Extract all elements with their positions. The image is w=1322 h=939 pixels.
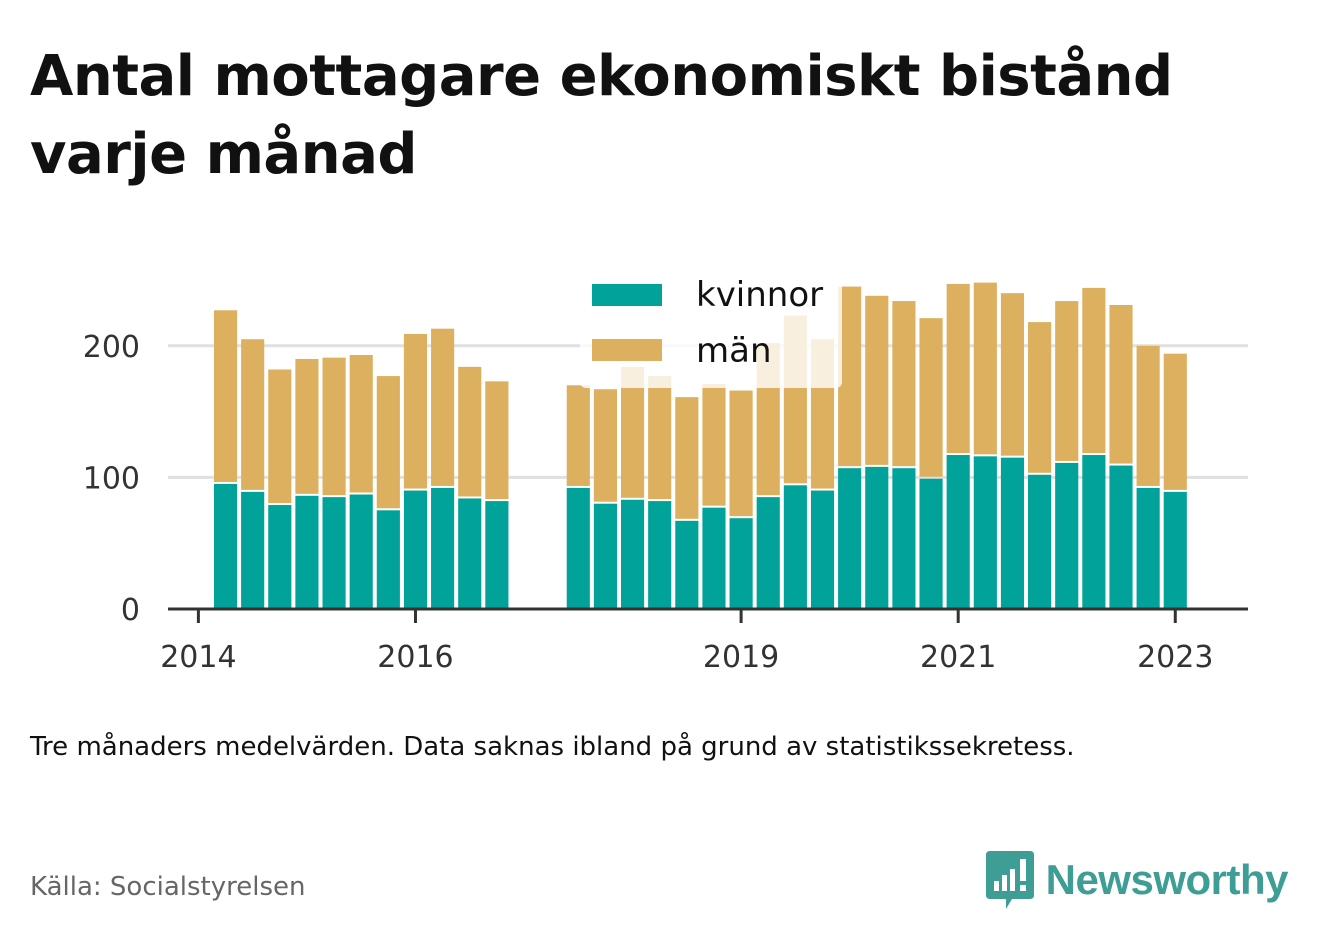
chart-note: Tre månaders medelvärden. Data saknas ib… xyxy=(30,732,1075,762)
legend-swatch-man xyxy=(592,339,662,361)
bar-man xyxy=(946,283,970,454)
bar-man xyxy=(458,366,482,497)
bar-kvinnor xyxy=(566,487,590,609)
x-tick-label: 2019 xyxy=(703,640,779,675)
bar-man xyxy=(702,383,726,506)
source-credit: Källa: Socialstyrelsen xyxy=(30,872,306,902)
bar-man xyxy=(1055,301,1079,461)
bar-man xyxy=(241,339,265,490)
bar-kvinnor xyxy=(973,456,997,609)
bar-man xyxy=(1136,345,1160,486)
legend-label-kvinnor: kvinnor xyxy=(696,275,823,315)
bar-kvinnor xyxy=(485,501,509,609)
bar-kvinnor xyxy=(431,487,455,609)
newsworthy-logo: Newsworthy xyxy=(985,850,1289,910)
bar-man xyxy=(1000,293,1025,456)
bar-kvinnor xyxy=(1000,457,1025,609)
bar-kvinnor xyxy=(946,455,970,609)
bar-kvinnor xyxy=(892,468,916,609)
bar-man xyxy=(403,333,428,489)
bar-kvinnor xyxy=(729,518,753,609)
bar-man xyxy=(566,385,590,486)
bar-kvinnor xyxy=(213,483,238,609)
bar-man xyxy=(376,376,400,509)
brand-name: Newsworthy xyxy=(1045,856,1289,903)
bar-kvinnor xyxy=(322,497,346,609)
bar-man xyxy=(295,358,319,494)
bar-man xyxy=(268,369,292,504)
x-tick-label: 2021 xyxy=(920,640,996,675)
x-tick-label: 2016 xyxy=(377,640,453,675)
y-tick-label: 200 xyxy=(83,330,140,365)
legend: kvinnor män xyxy=(580,268,842,388)
bar-kvinnor xyxy=(1109,465,1133,609)
bar-man xyxy=(322,357,346,496)
bar-kvinnor xyxy=(919,478,943,609)
bar-man xyxy=(648,376,672,500)
bar-man xyxy=(729,390,753,517)
y-tick-label: 100 xyxy=(83,461,140,496)
y-tick-label: 0 xyxy=(121,593,140,628)
bar-kvinnor xyxy=(675,520,699,609)
bar-kvinnor xyxy=(810,490,835,609)
bar-kvinnor xyxy=(349,494,373,609)
bar-man xyxy=(349,355,373,493)
x-axis xyxy=(168,607,1248,623)
bar-man xyxy=(1109,305,1133,464)
bar-kvinnor xyxy=(1055,462,1079,609)
bar-man xyxy=(675,397,699,519)
bar-kvinnor xyxy=(1082,455,1106,609)
bar-kvinnor xyxy=(756,497,780,609)
y-axis-labels: 0 100 200 xyxy=(83,330,140,628)
bar-man xyxy=(593,389,617,502)
bar-man xyxy=(620,366,645,498)
chart-title: Antal mottagare ekonomiskt bistånd varje… xyxy=(30,44,1173,187)
bar-chart-speech-bubble-icon xyxy=(985,851,1034,909)
bar-man xyxy=(892,301,916,467)
bar-man xyxy=(919,318,943,477)
bar-kvinnor xyxy=(620,499,645,609)
bar-man xyxy=(213,310,238,482)
bar-kvinnor xyxy=(403,490,428,609)
bar-kvinnor xyxy=(268,505,292,609)
bar-man xyxy=(973,282,997,455)
bar-kvinnor xyxy=(865,466,889,609)
legend-label-man: män xyxy=(696,331,772,371)
x-tick-label: 2014 xyxy=(160,640,236,675)
bar-kvinnor xyxy=(376,510,400,609)
bar-man xyxy=(1028,322,1052,473)
stacked-bar-chart: 0 100 200 2014 2016 2019 2021 2023 kvinnor män xyxy=(82,268,1248,675)
bar-kvinnor xyxy=(295,495,319,609)
bar-man xyxy=(485,381,509,500)
bar-kvinnor xyxy=(1163,491,1187,609)
bar-kvinnor xyxy=(702,507,726,609)
bar-kvinnor xyxy=(458,498,482,609)
legend-swatch-kvinnor xyxy=(592,284,662,306)
x-axis-labels: 2014 2016 2019 2021 2023 xyxy=(160,640,1213,675)
bar-man xyxy=(1082,287,1106,454)
x-tick-label: 2023 xyxy=(1137,640,1213,675)
bar-man xyxy=(865,295,889,465)
bar-kvinnor xyxy=(648,501,672,609)
bar-kvinnor xyxy=(838,468,862,609)
bar-kvinnor xyxy=(241,491,265,609)
bar-kvinnor xyxy=(1136,487,1160,609)
bar-kvinnor xyxy=(1028,474,1052,609)
bar-man xyxy=(838,286,862,467)
bar-kvinnor xyxy=(783,485,807,609)
bar-man xyxy=(1163,353,1187,490)
bars xyxy=(213,282,1187,609)
bar-kvinnor xyxy=(593,503,617,609)
bar-man xyxy=(431,328,455,486)
